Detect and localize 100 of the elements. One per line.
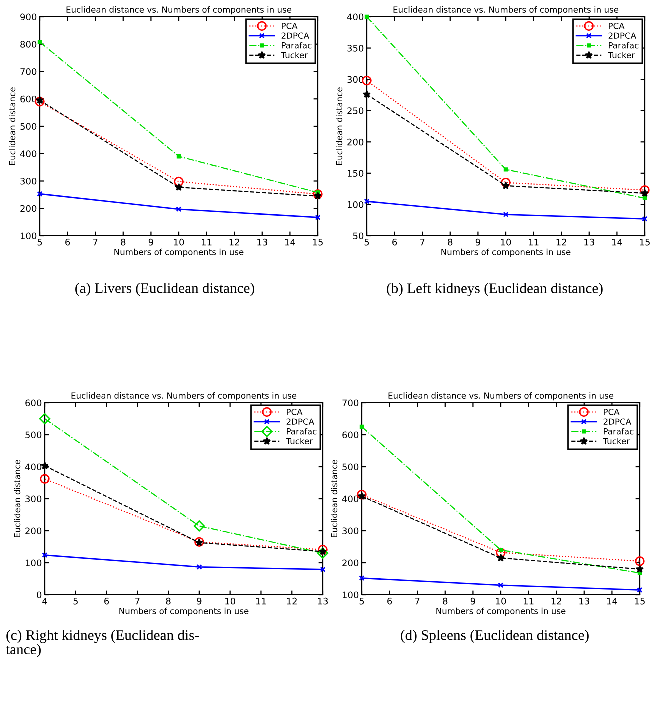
chart-title: Euclidean distance vs. Numbers of components in use (66, 6, 292, 15)
point (41, 462, 49, 470)
legend-label: PCA (604, 408, 620, 416)
point (175, 183, 183, 192)
point (496, 548, 506, 558)
y-axis-title: Euclidean distance (331, 460, 338, 538)
y-axis-title: Euclidean distance (336, 88, 343, 165)
x-tick-label: 14 (607, 598, 618, 605)
chart-title: Euclidean distance vs. Numbers of components in use (72, 392, 297, 401)
x-tick-label: 11 (529, 239, 539, 246)
y-tick-label: 200 (20, 205, 37, 212)
point (636, 565, 644, 573)
point (363, 90, 371, 98)
x-tick-label: 9 (197, 598, 202, 605)
y-tick-label: 500 (26, 432, 42, 439)
point (313, 190, 323, 200)
y-tick-label: 200 (348, 138, 364, 146)
legend-label: PCA (609, 22, 625, 30)
x-tick-label: 10 (501, 238, 512, 246)
y-tick-label: 400 (25, 464, 42, 471)
x-tick-label: 15 (635, 598, 645, 605)
x-tick-label: 9 (148, 238, 154, 246)
y-tick-label: 100 (348, 201, 364, 208)
point (497, 554, 505, 562)
y-tick-label: 600 (26, 400, 42, 407)
x-tick-label: 8 (443, 598, 448, 605)
legend-label: Parafac (282, 42, 312, 49)
point (314, 192, 322, 200)
y-tick-label: 600 (342, 432, 359, 439)
x-tick-label: 12 (287, 598, 297, 605)
point (176, 206, 182, 212)
legend-label: Tucker (286, 438, 314, 444)
x-tick-label: 9 (470, 598, 476, 605)
text: (c) Right kidneys (Euclidean dis- tance) (6, 630, 200, 658)
point (498, 582, 504, 588)
y-tick-label: 150 (348, 170, 364, 177)
y-tick-label: 350 (348, 45, 364, 52)
legend-label: Parafac (609, 42, 639, 49)
legend-label: PCA (282, 22, 298, 30)
y-tick-label: 50 (353, 232, 364, 240)
y-tick-label: 200 (26, 528, 42, 535)
x-tick-label: 12 (552, 598, 562, 605)
chart-title: Euclidean distance vs. Numbers of components in use (388, 392, 614, 401)
y-tick-label: 200 (342, 560, 359, 567)
x-tick-label: 14 (612, 239, 622, 246)
y-tick-label: 700 (20, 68, 37, 76)
x-tick-label: 14 (285, 239, 296, 246)
x-tick-label: 6 (392, 238, 398, 246)
y-tick-label: 0 (37, 592, 42, 599)
x-tick-label: 15 (313, 239, 323, 246)
x-axis-title: Numbers of components in use (442, 248, 571, 257)
point (196, 564, 202, 570)
y-tick-label: 400 (347, 14, 364, 21)
x-tick-label: 4 (42, 598, 48, 605)
point (635, 556, 645, 566)
point (35, 97, 45, 107)
x-axis-title: Numbers of components in use (436, 608, 566, 616)
y-tick-label: 900 (20, 14, 37, 21)
y-axis-title: Euclidean distance (14, 460, 21, 538)
point (194, 520, 206, 532)
point (357, 490, 367, 500)
x-axis-title: Numbers of components in use (120, 608, 249, 616)
chart-title: Euclidean distance vs. Numbers of components in use (394, 6, 619, 15)
x-tick-label: 9 (476, 238, 480, 246)
y-tick-label: 100 (342, 592, 359, 599)
legend-label: Tucker (608, 52, 636, 58)
text: (b) Left kidneys (Euclidean distance) (387, 283, 603, 296)
legend-label: 2DPCA (604, 418, 632, 426)
x-tick-label: 10 (496, 598, 506, 605)
x-tick-label: 8 (121, 238, 126, 246)
x-tick-label: 7 (93, 239, 98, 246)
point (176, 154, 182, 159)
x-tick-label: 7 (420, 239, 425, 246)
legend-label: Tucker (603, 438, 630, 444)
point (40, 474, 50, 484)
x-tick-label: 12 (556, 238, 566, 246)
x-tick-label: 13 (318, 598, 328, 605)
point (39, 413, 51, 425)
y-tick-label: 800 (20, 41, 37, 48)
x-tick-label: 15 (640, 239, 650, 246)
point (318, 545, 328, 555)
point (358, 492, 366, 500)
point (642, 196, 648, 201)
x-tick-label: 11 (524, 598, 534, 605)
x-tick-label: 5 (38, 239, 42, 246)
y-tick-label: 250 (348, 108, 364, 114)
point (504, 168, 508, 172)
y-tick-label: 500 (20, 123, 37, 130)
y-tick-label: 400 (342, 496, 359, 503)
y-tick-label: 700 (342, 400, 359, 407)
y-tick-label: 600 (20, 96, 37, 103)
point (502, 182, 510, 190)
y-tick-label: 100 (26, 560, 42, 567)
x-tick-label: 5 (364, 239, 370, 246)
x-tick-label: 7 (136, 598, 140, 605)
x-tick-label: 6 (104, 598, 110, 605)
legend-label: 2DPCA (286, 418, 314, 426)
point (501, 178, 511, 188)
x-tick-label: 5 (360, 598, 364, 605)
point (503, 212, 509, 218)
